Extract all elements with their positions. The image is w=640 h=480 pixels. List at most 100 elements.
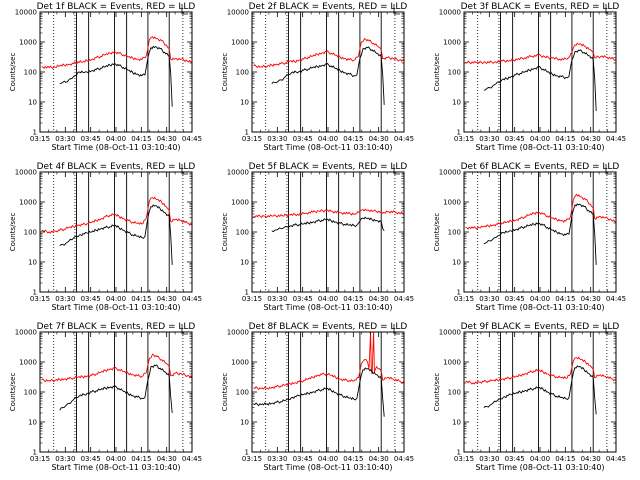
x-tick-label: 03:30 (267, 135, 287, 143)
x-tick-label: 03:45 (81, 135, 101, 143)
x-tick-label: 04:00 (530, 455, 550, 463)
y-axis-label: Counts/sec (433, 373, 441, 412)
x-tick-label: 03:15 (454, 455, 474, 463)
y-axis-label: Counts/sec (433, 53, 441, 92)
x-axis-label: Start Time (08-Oct-11 03:10:40) (263, 303, 392, 312)
corner-marker (605, 324, 612, 335)
y-tick-label: 100 (236, 229, 249, 237)
x-tick-label: 03:15 (30, 455, 50, 463)
y-tick-label: 1000 (443, 359, 461, 367)
x-tick-label: 03:45 (293, 295, 313, 303)
x-tick-label: 03:45 (81, 295, 101, 303)
x-tick-label: 04:15 (131, 295, 151, 303)
x-tick-label: 04:15 (131, 455, 151, 463)
y-tick-label: 1000 (231, 199, 249, 207)
x-tick-label: 03:45 (293, 135, 313, 143)
y-tick-label: 1 (457, 449, 461, 457)
x-tick-label: 04:45 (394, 455, 414, 463)
chart-panel-8f: Det 8f BLACK = Events, RED = LLD 1 10 100 10… (221, 322, 414, 472)
x-tick-label: 04:00 (106, 455, 126, 463)
x-axis-label: Start Time (08-Oct-11 03:10:40) (475, 303, 604, 312)
y-tick-label: 1000 (19, 199, 37, 207)
y-axis-label: Counts/sec (9, 53, 17, 92)
chart-title: Det 4f BLACK = Events, RED = LLD (37, 162, 196, 172)
x-axis-label: Start Time (08-Oct-11 03:10:40) (51, 303, 180, 312)
x-tick-label: 04:15 (555, 135, 575, 143)
chart-panel-5f: Det 5f BLACK = Events, RED = LLD 1 10 100 10… (221, 162, 414, 312)
corner-marker (181, 164, 188, 175)
y-tick-label: 1 (245, 129, 249, 137)
x-tick-label: 03:30 (479, 135, 499, 143)
y-tick-label: 1 (457, 129, 461, 137)
y-tick-label: 10000 (227, 169, 249, 177)
y-tick-label: 10000 (227, 9, 249, 17)
x-tick-label: 04:00 (106, 135, 126, 143)
events-series-line (271, 216, 385, 233)
x-tick-label: 04:45 (394, 135, 414, 143)
y-tick-label: 1000 (19, 39, 37, 47)
y-axis-label: Counts/sec (221, 213, 229, 252)
y-tick-label: 10000 (439, 9, 461, 17)
y-tick-label: 1 (33, 129, 37, 137)
x-tick-label: 04:15 (343, 135, 363, 143)
x-tick-label: 03:15 (30, 295, 50, 303)
y-tick-label: 1 (245, 289, 249, 297)
chart-panel-1f: Det 1f BLACK = Events, RED = LLD 1 10 100 10… (9, 2, 202, 152)
x-tick-label: 03:15 (242, 135, 262, 143)
x-axis-label: Start Time (08-Oct-11 03:10:40) (475, 143, 604, 152)
y-tick-label: 1 (245, 449, 249, 457)
x-tick-label: 04:45 (606, 455, 626, 463)
lld-series-line (41, 353, 193, 383)
chart-panel-4f: Det 4f BLACK = Events, RED = LLD 1 10 100 10… (9, 162, 202, 312)
x-tick-label: 03:30 (267, 455, 287, 463)
corner-marker (605, 4, 612, 15)
corner-marker (393, 164, 400, 175)
x-tick-label: 04:45 (182, 135, 202, 143)
chart-panel-9f: Det 9f BLACK = Events, RED = LLD 1 10 100 10… (433, 322, 626, 472)
x-tick-label: 03:30 (55, 455, 75, 463)
x-tick-label: 04:30 (369, 295, 389, 303)
y-tick-label: 100 (448, 229, 461, 237)
x-tick-label: 03:45 (505, 135, 525, 143)
events-series-line (59, 364, 173, 414)
x-tick-label: 04:30 (369, 455, 389, 463)
y-axis-label: Counts/sec (9, 213, 17, 252)
lld-series-line (465, 356, 617, 385)
chart-title: Det 6f BLACK = Events, RED = LLD (461, 162, 620, 172)
events-series-line (483, 365, 597, 415)
x-tick-label: 04:30 (581, 295, 601, 303)
x-tick-label: 03:15 (242, 295, 262, 303)
chart-title: Det 7f BLACK = Events, RED = LLD (37, 322, 196, 332)
chart-panel-2f: Det 2f BLACK = Events, RED = LLD 1 10 100 10… (221, 2, 414, 152)
x-tick-label: 04:45 (182, 455, 202, 463)
x-tick-label: 03:45 (81, 455, 101, 463)
x-tick-label: 03:15 (454, 135, 474, 143)
x-tick-label: 04:30 (157, 295, 177, 303)
lld-series-line (465, 42, 617, 65)
x-tick-label: 03:45 (505, 295, 525, 303)
lld-series-line (41, 36, 193, 70)
y-tick-label: 10 (240, 99, 249, 107)
y-tick-label: 10000 (439, 169, 461, 177)
x-tick-label: 04:45 (606, 135, 626, 143)
lld-series-line (41, 196, 193, 234)
y-tick-label: 1000 (231, 359, 249, 367)
y-axis-label: Counts/sec (221, 373, 229, 412)
x-tick-label: 04:45 (182, 295, 202, 303)
x-tick-label: 04:30 (369, 135, 389, 143)
y-tick-label: 10000 (15, 329, 37, 337)
events-series-line (59, 204, 173, 265)
x-tick-label: 04:30 (581, 455, 601, 463)
x-tick-label: 03:30 (479, 455, 499, 463)
x-tick-label: 04:30 (157, 135, 177, 143)
x-tick-label: 04:00 (318, 135, 338, 143)
y-tick-label: 10000 (439, 329, 461, 337)
y-tick-label: 1000 (231, 39, 249, 47)
chart-title: Det 8f BLACK = Events, RED = LLD (249, 322, 408, 332)
x-tick-label: 03:45 (293, 455, 313, 463)
corner-marker (605, 164, 612, 175)
y-tick-label: 100 (448, 69, 461, 77)
chart-title: Det 2f BLACK = Events, RED = LLD (249, 2, 408, 12)
events-series-line (59, 45, 173, 107)
